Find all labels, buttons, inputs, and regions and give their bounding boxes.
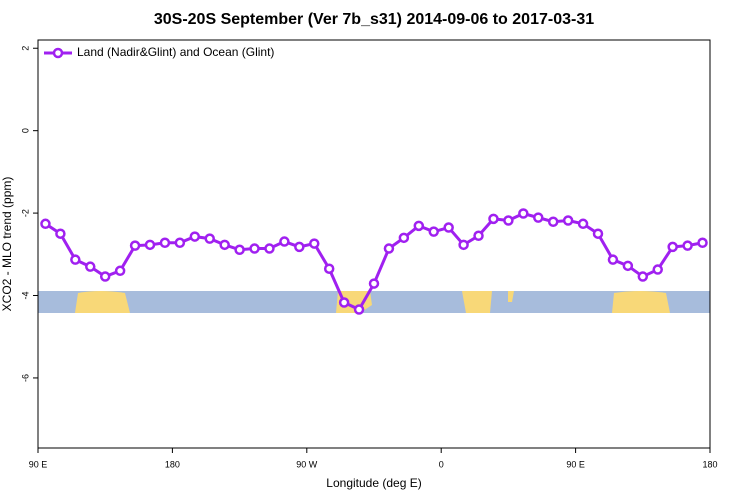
data-point	[309, 238, 320, 249]
plot-frame	[37, 39, 711, 449]
data-point	[533, 212, 544, 223]
data-point	[577, 218, 589, 230]
land-ocean-band	[38, 291, 710, 313]
data-point	[40, 218, 51, 230]
y-tick-label: 2	[20, 46, 30, 51]
data-point	[338, 297, 350, 308]
data-point	[144, 239, 156, 251]
data-point	[294, 241, 305, 253]
data-point	[413, 220, 425, 232]
x-tick-label: 180	[702, 459, 717, 469]
data-point	[189, 231, 201, 242]
chart-title: 30S-20S September (Ver 7b_s31) 2014-09-0…	[154, 11, 594, 28]
data-point	[667, 241, 678, 253]
data-point	[473, 230, 484, 242]
data-point	[622, 260, 634, 272]
data-point	[219, 239, 230, 251]
data-point	[682, 240, 693, 251]
data-point	[443, 222, 454, 233]
data-point	[323, 263, 335, 274]
data-point	[428, 226, 439, 237]
legend-marker	[52, 47, 64, 59]
data-point	[353, 304, 365, 315]
data-point	[234, 244, 245, 256]
legend: Land (Nadir&Glint) and Ocean (Glint)	[44, 45, 274, 59]
data-point	[264, 243, 275, 254]
y-axis-label: XCO2 - MLO trend (ppm)	[0, 177, 14, 312]
data-point	[503, 215, 514, 226]
x-tick-label: 90 E	[29, 459, 48, 469]
data-point	[99, 271, 111, 282]
x-tick-label: 90 W	[296, 459, 318, 469]
data-point	[607, 254, 619, 265]
data-point	[398, 232, 410, 244]
data-point	[368, 278, 380, 289]
data-point	[279, 236, 290, 247]
data-point	[547, 216, 559, 227]
data-point	[383, 243, 395, 254]
data-point	[562, 215, 574, 226]
x-tick-label: 90 E	[566, 459, 585, 469]
data-point	[518, 208, 529, 219]
x-tick-label: 0	[439, 459, 444, 469]
data-point	[204, 233, 215, 244]
data-point	[129, 240, 141, 251]
data-point	[114, 265, 126, 277]
data-point	[652, 264, 663, 275]
data-point	[70, 254, 81, 265]
data-point	[637, 271, 649, 282]
data-point	[55, 228, 66, 239]
x-tick-label: 180	[165, 459, 180, 469]
x-axis-label: Longitude (deg E)	[326, 476, 421, 490]
data-point	[174, 237, 186, 249]
data-point	[458, 239, 469, 251]
data-point	[159, 237, 171, 249]
data-point	[592, 228, 604, 239]
data-point	[488, 213, 499, 225]
y-tick-label: -2	[20, 209, 30, 217]
data-point	[697, 237, 708, 249]
data-point	[85, 261, 96, 272]
y-tick-label: 0	[20, 128, 30, 133]
y-tick-label: -6	[20, 374, 30, 382]
data-point	[249, 243, 260, 254]
legend-label: Land (Nadir&Glint) and Ocean (Glint)	[77, 45, 274, 59]
y-tick-label: -4	[20, 292, 30, 300]
